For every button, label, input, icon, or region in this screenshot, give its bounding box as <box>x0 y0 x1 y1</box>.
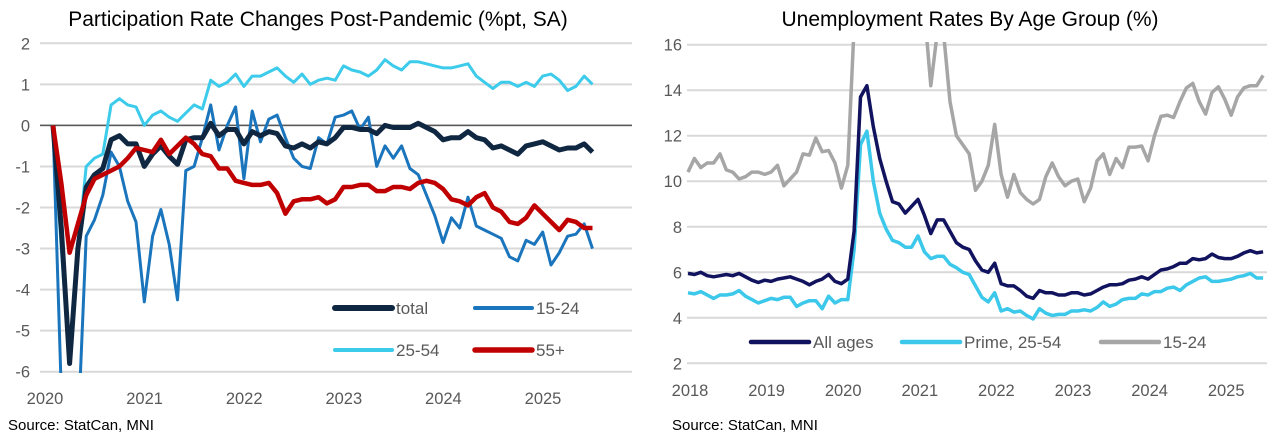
legend-label: 55+ <box>536 341 565 360</box>
y-tick-label: 1 <box>21 76 30 94</box>
x-tick-label: 2023 <box>325 390 362 408</box>
x-tick-label: 2018 <box>672 382 709 400</box>
x-tick-label: 2021 <box>126 390 163 408</box>
legend: total 15-24 25-54 55+ <box>332 299 579 360</box>
x-tick-label: 2023 <box>1055 382 1092 400</box>
series-line-prime-25-54 <box>687 129 1264 321</box>
series-line-all-ages <box>687 83 1264 301</box>
legend: All ages Prime, 25-54 15-24 <box>748 333 1206 352</box>
y-tick-label: 2 <box>21 35 30 53</box>
legend-label: 15-24 <box>1163 333 1206 352</box>
y-tick-label: 4 <box>673 310 682 328</box>
legend-label: 25-54 <box>396 341 439 360</box>
y-tick-label: -5 <box>15 323 30 341</box>
series-line-15-24 <box>686 42 1265 206</box>
source-note: Source: StatCan, MNI <box>8 417 154 434</box>
y-tick-label: 16 <box>664 37 682 55</box>
x-tick-label: 2019 <box>748 382 785 400</box>
legend-label: 15-24 <box>536 299 579 318</box>
x-tick-label: 2020 <box>27 390 64 408</box>
legend-label: All ages <box>813 333 873 352</box>
unemployment-rate-chart: Unemployment Rates By Age Group (%) 16 14… <box>664 8 1267 434</box>
x-tick-label: 2022 <box>226 390 263 408</box>
y-tick-label: 8 <box>673 219 682 237</box>
y-tick-label: 6 <box>673 264 682 282</box>
y-tick-label: -6 <box>15 364 30 382</box>
x-tick-label: 2025 <box>525 390 562 408</box>
series-line-55- <box>50 125 593 255</box>
chart-title: Unemployment Rates By Age Group (%) <box>782 8 1159 31</box>
x-tick-label: 2024 <box>425 390 462 408</box>
y-tick-label: -1 <box>15 158 30 176</box>
x-tick-label: 2020 <box>825 382 862 400</box>
x-tick-label: 2022 <box>978 382 1015 400</box>
x-tick-label: 2021 <box>901 382 938 400</box>
y-tick-label: 2 <box>673 355 682 373</box>
chart-title: Participation Rate Changes Post-Pandemic… <box>68 8 568 31</box>
series-line-15-24 <box>51 103 594 373</box>
series-line-total <box>50 120 595 366</box>
legend-label: Prime, 25-54 <box>964 333 1061 352</box>
y-tick-label: 14 <box>664 82 682 100</box>
x-tick-label: 2025 <box>1208 382 1245 400</box>
series-line-25-54 <box>51 58 594 365</box>
x-tick-label: 2024 <box>1131 382 1168 400</box>
y-tick-label: -4 <box>15 282 30 300</box>
source-note: Source: StatCan, MNI <box>672 417 818 434</box>
y-tick-label: 0 <box>21 117 30 135</box>
legend-label: total <box>396 299 428 318</box>
y-tick-label: -3 <box>15 241 30 259</box>
y-tick-label: 10 <box>664 173 682 191</box>
y-tick-label: 12 <box>664 128 682 146</box>
y-tick-label: -2 <box>15 200 30 218</box>
participation-rate-chart: Participation Rate Changes Post-Pandemic… <box>8 8 632 434</box>
